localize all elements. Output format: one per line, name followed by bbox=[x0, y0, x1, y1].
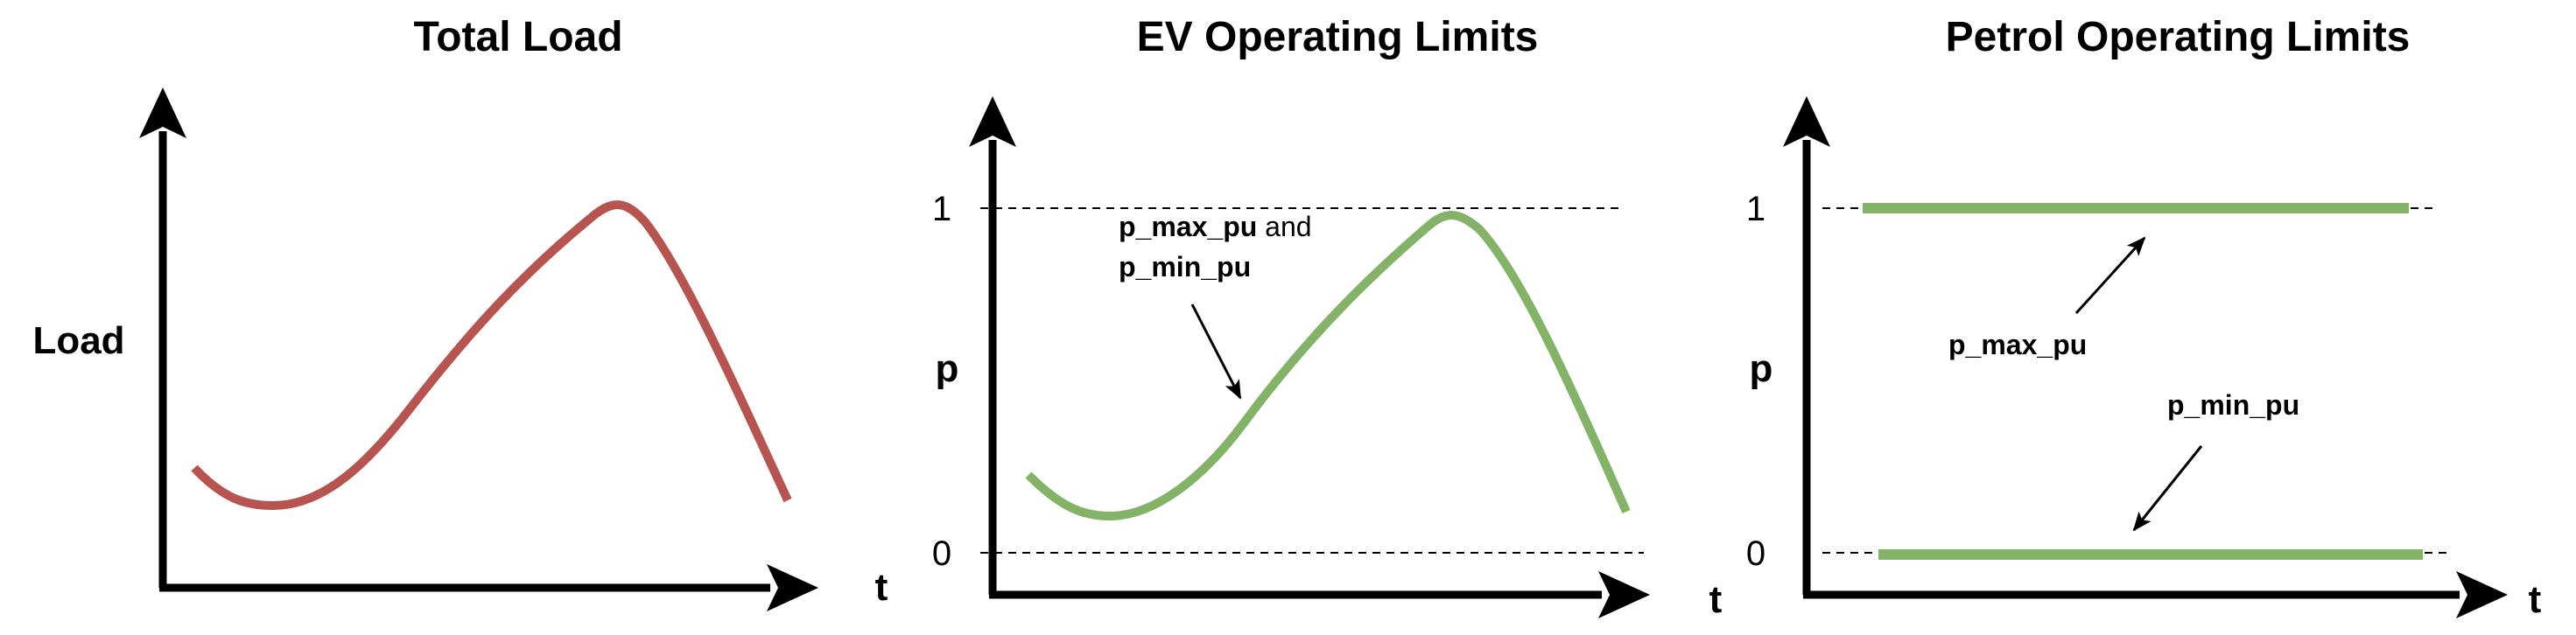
y-axis-label-p: p bbox=[1750, 347, 1773, 390]
arrow-to-p-min bbox=[2132, 445, 2203, 532]
ev-curve bbox=[1025, 211, 1631, 521]
y-tick-0: 0 bbox=[1746, 534, 1765, 573]
label-p-max-pu: p_max_pu bbox=[1948, 329, 2087, 360]
x-axis-label-t: t bbox=[1709, 578, 1723, 621]
panel-petrol: Petrol Operating Limits 1 0 p t p_max_pu… bbox=[1746, 14, 2542, 621]
annotation-p-max-pu: p_max_pu bbox=[1119, 211, 1257, 242]
arrow-to-p-max bbox=[2074, 236, 2146, 315]
axes-petrol bbox=[1783, 96, 2508, 618]
y-tick-1: 1 bbox=[1746, 190, 1765, 228]
y-axis-arrowhead bbox=[1783, 96, 1830, 147]
annotation-arrow bbox=[1190, 304, 1242, 400]
panel-title-total-load: Total Load bbox=[413, 14, 622, 60]
x-axis-arrowhead bbox=[2456, 571, 2508, 618]
label-p-min-pu: p_min_pu bbox=[2167, 389, 2299, 421]
panel-total-load: Total Load Load t bbox=[32, 14, 888, 611]
axes-ev bbox=[969, 96, 1650, 618]
annotation-p-min-pu: p_min_pu bbox=[1119, 251, 1251, 283]
y-axis-arrowhead bbox=[139, 87, 186, 138]
annotation-line-1: p_max_pu and bbox=[1119, 211, 1312, 242]
y-tick-1: 1 bbox=[932, 190, 951, 228]
panel-ev: EV Operating Limits 1 0 p t p_max_pu and… bbox=[932, 14, 1723, 621]
x-axis-arrowhead bbox=[1598, 571, 1650, 618]
y-axis-label-p: p bbox=[936, 347, 959, 390]
y-axis-arrowhead bbox=[969, 96, 1016, 147]
annotation-and: and bbox=[1257, 211, 1311, 242]
panel-title-ev: EV Operating Limits bbox=[1137, 14, 1539, 60]
y-tick-0: 0 bbox=[932, 534, 951, 573]
y-axis-label-load: Load bbox=[32, 319, 124, 362]
load-curve bbox=[191, 200, 792, 511]
x-axis-label-t: t bbox=[875, 566, 888, 609]
x-axis-label-t: t bbox=[2529, 578, 2542, 621]
panel-title-petrol: Petrol Operating Limits bbox=[1946, 14, 2411, 60]
x-axis-arrowhead bbox=[767, 564, 818, 611]
axes-total-load bbox=[139, 87, 818, 611]
